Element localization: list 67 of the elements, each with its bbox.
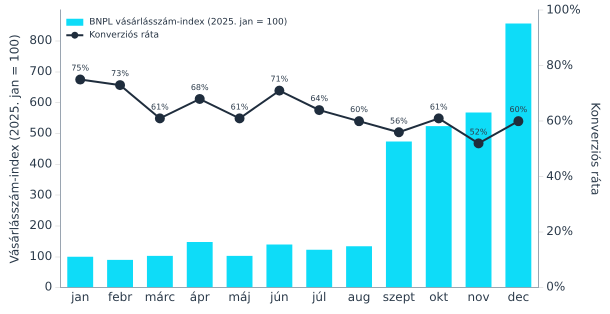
point (274, 86, 284, 96)
y2-tick-label: 60% (546, 113, 573, 128)
bar (146, 256, 173, 288)
bar (306, 250, 332, 288)
point (394, 127, 404, 138)
bar (386, 142, 412, 288)
y-tick-label: 500 (29, 126, 52, 140)
point (115, 80, 126, 90)
bar (186, 242, 213, 288)
x-tick-label: aug (348, 290, 370, 304)
data-label: 68% (190, 83, 210, 92)
y-tick-label: 700 (29, 64, 52, 78)
x-tick-label: szept (382, 290, 416, 304)
x-tick-label: okt (429, 290, 449, 304)
x-tick-label: márc (144, 290, 176, 304)
data-label: 61% (430, 102, 448, 112)
point (75, 74, 86, 85)
point (474, 138, 484, 148)
x-tick-label: dec (508, 290, 530, 304)
point (234, 113, 245, 124)
x-tick-label: máj (228, 290, 251, 304)
y-tick-label: 0 (44, 280, 52, 294)
data-label: 61% (150, 102, 170, 112)
point (434, 113, 444, 124)
y-tick-label: 800 (29, 33, 52, 48)
y2-tick-label: 40% (546, 168, 573, 183)
bar (505, 23, 532, 288)
bar (107, 260, 133, 288)
bar (466, 112, 492, 288)
data-label: 56% (390, 116, 408, 126)
bar (346, 246, 372, 288)
y2-tick-label: 80% (546, 58, 573, 72)
y2-tick-label: 100% (546, 2, 581, 16)
point (194, 94, 205, 104)
bar (226, 256, 252, 288)
x-tick-label: jún (269, 290, 289, 304)
x-tick-label: febr (108, 290, 132, 304)
data-label: 71% (270, 74, 289, 84)
y2-axis-title: Konverziós ráta (588, 102, 603, 196)
y-tick-label: 300 (29, 187, 52, 202)
legend-label: Konverziós ráta (89, 30, 160, 41)
y2-tick-label: 20% (546, 224, 573, 238)
y-axis-title: Vásárlásszám-index (2025. jan = 100) (7, 34, 22, 264)
y-tick-label: 200 (29, 218, 52, 232)
data-label: 60% (350, 105, 368, 114)
y-tick-label: 600 (29, 94, 52, 109)
point (354, 116, 364, 126)
legend-label: BNPL vásárlásszám-index (2025. jan = 100) (89, 16, 288, 28)
y-tick-label: 400 (29, 156, 52, 170)
data-label: 73% (111, 69, 130, 78)
bar (266, 244, 292, 288)
data-label: 61% (230, 102, 249, 112)
x-tick-label: júl (311, 290, 326, 304)
y2-tick-label: 0% (546, 280, 566, 294)
bar (67, 256, 94, 288)
data-label: 64% (310, 94, 329, 104)
point (513, 116, 524, 126)
data-label: 52% (470, 127, 488, 136)
x-tick-label: nov (468, 290, 490, 304)
point (314, 105, 324, 116)
x-tick-label: ápr (190, 290, 210, 304)
y-tick-label: 100 (29, 248, 52, 263)
data-label: 60% (509, 105, 528, 114)
point (154, 113, 165, 124)
data-label: 75% (71, 64, 90, 73)
x-tick-label: jan (70, 290, 90, 304)
bar (426, 126, 452, 288)
